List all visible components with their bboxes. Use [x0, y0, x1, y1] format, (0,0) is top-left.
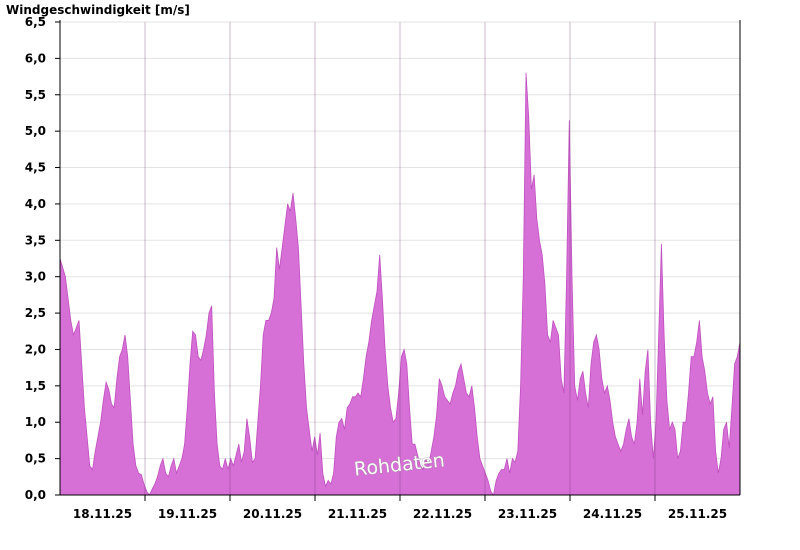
x-tick-label: 24.11.25 — [583, 507, 642, 521]
y-tick-label: 5,0 — [25, 124, 46, 138]
y-tick-label: 3,0 — [25, 270, 46, 284]
x-tick-label: 18.11.25 — [73, 507, 132, 521]
x-tick-label: 23.11.25 — [498, 507, 557, 521]
x-tick-label: 19.11.25 — [158, 507, 217, 521]
y-tick-label: 3,5 — [25, 233, 46, 247]
y-axis-title: Windgeschwindigkeit [m/s] — [6, 3, 190, 17]
y-tick-label: 4,5 — [25, 161, 46, 175]
y-tick-label: 1,0 — [25, 415, 46, 429]
x-tick-label: 20.11.25 — [243, 507, 302, 521]
x-tick-label: 25.11.25 — [668, 507, 727, 521]
x-tick-label: 21.11.25 — [328, 507, 387, 521]
y-tick-label: 0,0 — [25, 488, 46, 502]
x-tick-labels: 18.11.25 19.11.25 20.11.25 21.11.25 22.11.25… — [73, 507, 727, 521]
x-tick-label: 22.11.25 — [413, 507, 472, 521]
y-tick-labels: 0,0 0,5 1,0 1,5 2,0 2,5 3,0 3,5 4,0 4,5 5,0 5,5 6,0 6… — [25, 15, 60, 502]
y-tick-label: 4,0 — [25, 197, 46, 211]
y-tick-label: 0,5 — [25, 452, 46, 466]
y-tick-label: 1,5 — [25, 379, 46, 393]
y-tick-label: 2,0 — [25, 342, 46, 356]
y-tick-label: 6,0 — [25, 51, 46, 65]
axes — [59, 20, 741, 501]
y-tick-label: 5,5 — [25, 88, 46, 102]
y-tick-label: 2,5 — [25, 306, 46, 320]
y-tick-label: 6,5 — [25, 15, 46, 29]
